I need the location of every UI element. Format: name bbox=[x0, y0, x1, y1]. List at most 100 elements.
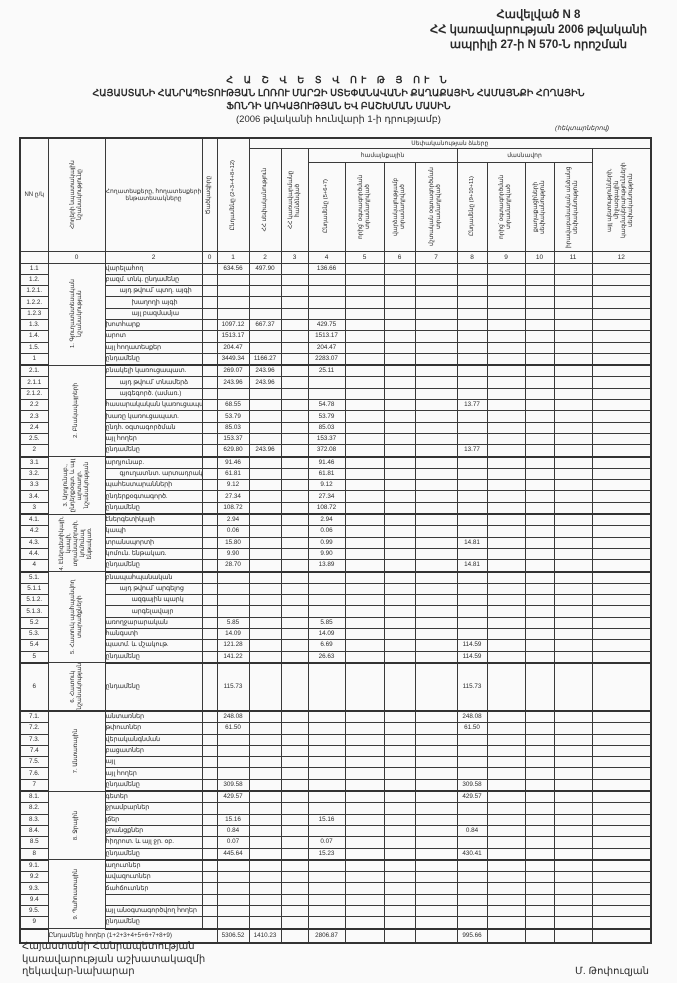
code-cell bbox=[201, 307, 218, 320]
table-row: 7.2. թփուտներ 61.50 61.50 bbox=[19, 722, 652, 735]
value-c2 bbox=[248, 893, 282, 907]
land-type-name: բնապահպանական bbox=[104, 571, 203, 584]
land-type-name: խաղողի այգի bbox=[104, 296, 203, 309]
table-row: 1 ընդամենը 3449.34 1166.27 2283.07 bbox=[19, 352, 652, 367]
value-c1: 28.70 bbox=[216, 559, 250, 573]
value-c5 bbox=[344, 756, 385, 769]
value-c6 bbox=[383, 824, 416, 838]
value-c2 bbox=[248, 571, 282, 584]
row-number: 9.5. bbox=[19, 904, 49, 918]
value-c3 bbox=[280, 364, 309, 378]
value-c8: 248.08 bbox=[456, 710, 488, 724]
land-type-name: առողջարարական bbox=[104, 616, 203, 630]
value-c9 bbox=[486, 722, 526, 735]
table-row: 9.3. ճահճուտներ bbox=[19, 882, 652, 895]
value-c8 bbox=[456, 756, 488, 769]
value-c5 bbox=[344, 307, 385, 320]
value-c4: 0.06 bbox=[307, 525, 346, 538]
row-number: 3.1 bbox=[19, 456, 49, 469]
value-c7 bbox=[414, 296, 458, 309]
row-number: 4.4. bbox=[19, 547, 49, 561]
value-c12 bbox=[591, 387, 652, 401]
header-c2: ՀՀ սեփականություն bbox=[248, 147, 282, 252]
value-c5 bbox=[344, 744, 385, 758]
value-c10 bbox=[524, 778, 555, 793]
value-c1 bbox=[216, 733, 250, 746]
table-row: 7 ընդամենը 309.58 309.58 bbox=[19, 778, 652, 793]
value-c2 bbox=[248, 330, 282, 343]
category-label: 2. Բնակավայրերի bbox=[73, 383, 79, 439]
value-c12 bbox=[591, 722, 652, 735]
row-number: 3 bbox=[19, 501, 49, 516]
table-row: 1.5. այլ հողատեսքեր 204.47 204.47 bbox=[19, 341, 652, 354]
value-c5 bbox=[344, 285, 385, 298]
value-c9 bbox=[486, 571, 526, 584]
value-c1: 9.90 bbox=[216, 547, 250, 561]
table-row: 4.2 կապի 0.06 0.06 bbox=[19, 525, 652, 538]
category-cell: 3. Արդյունաբ., ընդերքօգտ. և այլ արտադր. … bbox=[47, 456, 106, 515]
code-cell bbox=[201, 778, 218, 793]
table-row: 1.2.1. այդ թվում՝ պտղ. այգի bbox=[19, 285, 652, 298]
row-number: 2.5. bbox=[19, 432, 49, 446]
value-c5 bbox=[344, 605, 385, 618]
value-c10 bbox=[524, 904, 555, 918]
code-cell bbox=[201, 467, 218, 481]
value-c12 bbox=[591, 893, 652, 907]
code-cell bbox=[201, 813, 218, 826]
table-row: 1.1 1. Գյուղատնտեսական նշանակության վարելա… bbox=[19, 262, 652, 366]
value-c2 bbox=[248, 639, 282, 652]
value-c6 bbox=[383, 364, 416, 378]
value-c6 bbox=[383, 733, 416, 746]
value-c11 bbox=[553, 571, 593, 584]
land-type-name: ընդամենը bbox=[104, 444, 203, 458]
value-c5 bbox=[344, 859, 385, 873]
value-c1 bbox=[216, 802, 250, 815]
table-row: 6 6. Հատուկ նշանակության ընդամենը 115.73 115… bbox=[19, 662, 652, 712]
value-c8: 13.77 bbox=[456, 399, 488, 412]
value-c1: 629.80 bbox=[216, 444, 250, 458]
value-c11 bbox=[553, 262, 593, 275]
row-number: 5.4 bbox=[19, 639, 49, 652]
value-c12 bbox=[591, 802, 652, 815]
value-c10 bbox=[524, 547, 555, 561]
value-c6 bbox=[383, 318, 416, 332]
value-c3 bbox=[280, 421, 309, 434]
value-c1 bbox=[216, 307, 250, 320]
value-c11 bbox=[553, 330, 593, 343]
value-c4: 53.79 bbox=[307, 410, 346, 423]
value-c6 bbox=[383, 467, 416, 481]
value-c11 bbox=[553, 871, 593, 884]
value-c9 bbox=[486, 559, 526, 573]
table-row: 1.2. բազմ. տնկ. ընդամենը bbox=[19, 273, 652, 287]
value-c1: 0.84 bbox=[216, 824, 250, 838]
value-c2 bbox=[248, 790, 282, 804]
value-c3 bbox=[280, 479, 309, 492]
row-number: 8 bbox=[19, 847, 49, 861]
row-number: 7.6. bbox=[19, 767, 49, 780]
value-c12 bbox=[591, 744, 652, 758]
value-c10 bbox=[524, 330, 555, 343]
value-c7 bbox=[414, 916, 458, 930]
value-c11 bbox=[553, 513, 593, 527]
value-c7 bbox=[414, 341, 458, 354]
total-c4: 2806.87 bbox=[307, 928, 346, 944]
header-name: Հողատեսքերը, հողատեսքերի ենթատեսակները bbox=[104, 137, 203, 252]
value-c10 bbox=[524, 376, 555, 389]
value-c12 bbox=[591, 859, 652, 873]
value-c7 bbox=[414, 318, 458, 332]
value-c7 bbox=[414, 767, 458, 780]
value-c6 bbox=[383, 744, 416, 758]
table-row: 3.3 պահեստարանների 9.12 9.12 bbox=[19, 479, 652, 492]
value-c4: 14.09 bbox=[307, 627, 346, 641]
value-c8 bbox=[456, 813, 488, 826]
value-c8 bbox=[456, 410, 488, 423]
header-group-a: համայնքային bbox=[307, 147, 458, 163]
title-line-1: Հ Ա Շ Վ Ե Տ Վ ՈՒ Թ Յ ՈՒ Ն bbox=[226, 75, 451, 86]
value-c7 bbox=[414, 859, 458, 873]
value-c7 bbox=[414, 273, 458, 287]
table-row: 4.3. տրանսպորտի 15.80 0.99 14.81 bbox=[19, 536, 652, 549]
code-cell bbox=[201, 296, 218, 309]
value-c10 bbox=[524, 605, 555, 618]
value-c11 bbox=[553, 318, 593, 332]
value-c3 bbox=[280, 744, 309, 758]
